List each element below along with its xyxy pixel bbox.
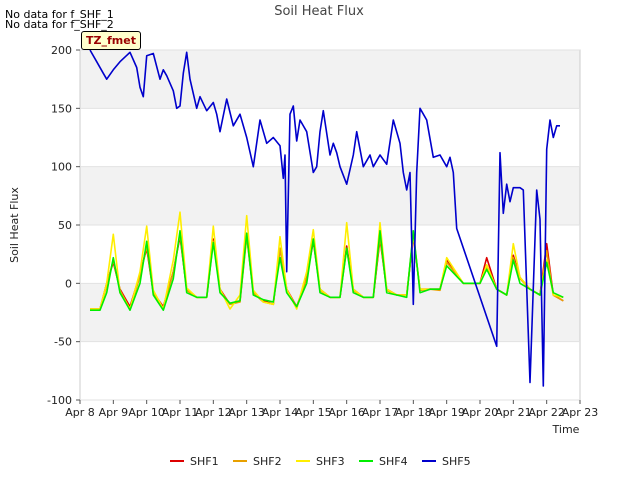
x-tick-label: Apr 11	[162, 406, 199, 419]
legend: SHF1 SHF2 SHF3 SHF4 SHF5	[170, 455, 471, 468]
chart-title: Soil Heat Flux	[274, 4, 364, 19]
legend-label: SHF5	[442, 455, 471, 468]
series-lines	[89, 49, 564, 387]
legend-item-shf1: SHF1	[170, 455, 219, 468]
series-line-shf4	[90, 230, 564, 312]
x-tick-label: Apr 21	[495, 406, 532, 419]
x-tick-label: Apr 22	[528, 406, 565, 419]
y-axis-ticks: -100 -50 0 50 100 150 200	[47, 44, 80, 407]
x-tick-label: Apr 15	[295, 406, 332, 419]
y-tick-label: -100	[47, 394, 72, 407]
y-tick-label: 150	[51, 102, 72, 115]
x-tick-label: Apr 23	[562, 406, 599, 419]
legend-item-shf3: SHF3	[296, 455, 345, 468]
legend-label: SHF2	[253, 455, 282, 468]
y-tick-label: 200	[51, 44, 72, 57]
y-tick-label: 100	[51, 161, 72, 174]
legend-item-shf5: SHF5	[422, 455, 471, 468]
x-tick-label: Apr 16	[328, 406, 365, 419]
background-band-1	[80, 166, 580, 225]
y-tick-label: -50	[54, 336, 72, 349]
legend-item-shf2: SHF2	[233, 455, 282, 468]
site-label-badge: TZ_fmet	[81, 31, 141, 50]
x-axis-title: Time	[552, 423, 580, 436]
x-tick-label: Apr 14	[262, 406, 299, 419]
y-axis-title: Soil Heat Flux	[8, 187, 21, 263]
x-tick-label: Apr 13	[228, 406, 265, 419]
x-tick-label: Apr 17	[362, 406, 399, 419]
background-band-2	[80, 50, 580, 109]
x-tick-label: Apr 10	[128, 406, 165, 419]
y-tick-label: 0	[65, 277, 72, 290]
x-tick-label: Apr 12	[195, 406, 232, 419]
x-tick-label: Apr 8	[65, 406, 95, 419]
x-tick-label: Apr 19	[428, 406, 465, 419]
legend-item-shf4: SHF4	[359, 455, 408, 468]
legend-label: SHF4	[379, 455, 408, 468]
x-tick-label: Apr 9	[99, 406, 129, 419]
x-tick-label: Apr 20	[462, 406, 499, 419]
no-data-note-2: No data for f_SHF_2	[5, 18, 114, 31]
series-line-shf5	[89, 49, 560, 387]
legend-label: SHF3	[316, 455, 345, 468]
legend-label: SHF1	[190, 455, 219, 468]
no-data-note-1: No data for f_SHF_1	[5, 8, 114, 21]
y-tick-label: 50	[58, 219, 72, 232]
x-tick-label: Apr 18	[395, 406, 432, 419]
